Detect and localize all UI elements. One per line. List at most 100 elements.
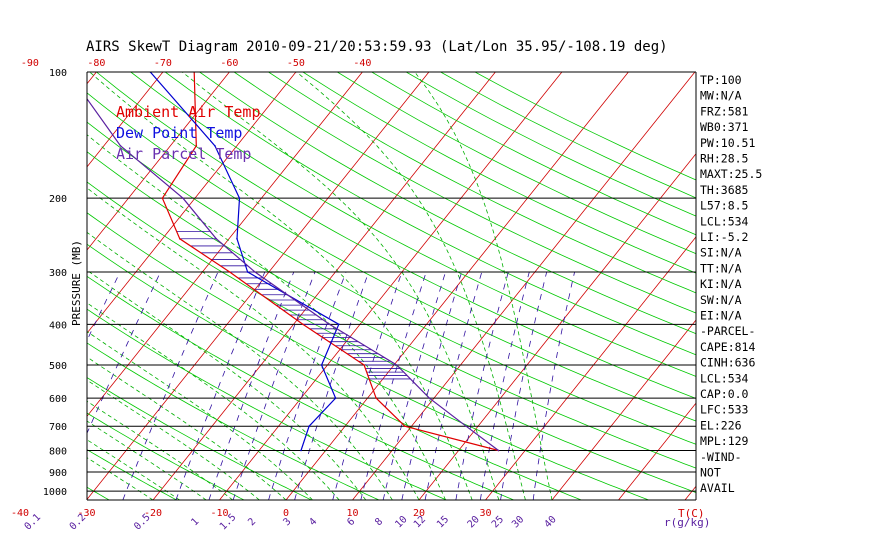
index-entry: PW:10.51 (700, 136, 755, 150)
dry-adiabat-line (87, 212, 649, 500)
isotherm-line (87, 72, 297, 334)
parcel-temp-point (215, 238, 218, 240)
isotherm-line (485, 236, 696, 500)
isotherm-line (87, 72, 230, 251)
parcel-temp-point (67, 71, 69, 73)
index-entry: NOT (700, 466, 721, 480)
dry-adiabat-line (406, 72, 696, 217)
mixing-ratio-line (87, 271, 161, 435)
dry-adiabat-line (371, 72, 696, 236)
parcel-temp-line (87, 97, 499, 451)
parcel-temp-point (428, 397, 431, 399)
legend-dewpoint: Dew Point Temp (116, 124, 242, 142)
moist-adiabat-line (89, 72, 473, 500)
mixing-ratio-line (232, 271, 316, 500)
isotherm-line (0, 72, 30, 500)
dry-adiabat-line (302, 72, 696, 274)
dry-adiabat-line (440, 72, 696, 199)
dewpoint-temp-point (338, 323, 340, 326)
moist-adiabat-line (87, 379, 260, 500)
pressure-tick-label: 1000 (43, 487, 67, 498)
index-entry: LCL:534 (700, 371, 749, 385)
ambient-temp-point (179, 238, 181, 240)
top-temp-tick-label: -90 (21, 58, 39, 69)
mixing-ratio-line (424, 271, 483, 500)
dewpoint-temp-point (214, 145, 216, 147)
index-entry: -PARCEL- (700, 324, 755, 338)
dry-adiabat-line (87, 275, 514, 500)
mixing-ratio-line (479, 271, 530, 500)
top-temp-tick-label: -70 (154, 58, 172, 69)
dry-adiabat-line (337, 72, 696, 255)
dewpoint-temp-point (246, 271, 249, 273)
ambient-temp-point (195, 145, 198, 147)
y-axis-label: PRESSURE (MB) (70, 240, 83, 326)
index-entry: LI:-5.2 (700, 230, 748, 244)
dewpoint-temp-point (236, 238, 238, 240)
top-temp-tick-label: -40 (353, 58, 371, 69)
mixing-axis-unit: r(g/kg) (664, 516, 710, 529)
temp-tick-label: 30 (479, 508, 491, 519)
index-entry: CINH:636 (700, 356, 755, 370)
isotherm-line (87, 72, 363, 417)
index-entry: CAP:0.0 (700, 387, 749, 401)
mixing-ratio-tick-label: 15 (435, 514, 451, 530)
mixing-ratio-line (360, 271, 427, 500)
temp-tick-label: -20 (144, 508, 162, 519)
chart-labels: AIRS SkewT Diagram 2010-09-21/20:53:59.9… (70, 39, 710, 529)
chart-series (67, 71, 500, 452)
isotherm-line (87, 72, 164, 168)
index-entry: -WIND- (700, 450, 742, 464)
mixing-ratio-tick-label: 30 (510, 514, 526, 530)
index-entry: MPL:129 (700, 434, 749, 448)
mixing-ratio-tick-label: 10 (393, 514, 409, 530)
index-entry: FRZ:581 (700, 104, 749, 118)
isotherm-line (152, 72, 496, 500)
chart-title: AIRS SkewT Diagram 2010-09-21/20:53:59.9… (86, 39, 668, 55)
index-entry: RH:28.5 (700, 152, 748, 166)
mixing-ratio-tick-label: 4 (307, 516, 319, 528)
dry-adiabat-line (268, 72, 696, 294)
mixing-ratio-line (401, 271, 463, 500)
isotherm-line (418, 153, 696, 500)
isotherm-line (87, 72, 430, 500)
mixing-ratio-line (208, 271, 295, 500)
dry-adiabat-line (0, 72, 42, 500)
index-entry: SI:N/A (700, 246, 742, 260)
dry-adiabat-line (87, 92, 696, 422)
ambient-temp-point (228, 271, 231, 273)
mixing-ratio-line (332, 271, 403, 500)
dry-adiabat-line (87, 486, 110, 500)
dry-adiabat-line (199, 72, 696, 335)
mixing-ratio-line (532, 271, 575, 500)
mixing-ratio-tick-label: 2 (246, 516, 258, 528)
index-entry: KI:N/A (700, 277, 742, 291)
legend-ambient: Ambient Air Temp (116, 103, 261, 121)
moist-adiabat-line (87, 134, 446, 500)
pressure-tick-label: 800 (49, 447, 67, 458)
mixing-ratio-line (175, 271, 266, 500)
index-entry: LFC:533 (700, 403, 749, 417)
parcel-temp-point (119, 145, 122, 147)
temp-tick-label: 20 (413, 508, 425, 519)
moist-adiabat-line (87, 420, 207, 500)
moist-adiabat-line (87, 231, 393, 500)
dewpoint-temp-point (320, 364, 323, 366)
ambient-temp-point (404, 425, 406, 428)
index-entry: MAXT:25.5 (700, 167, 762, 181)
index-entry: TT:N/A (700, 261, 742, 275)
index-entry: EI:N/A (700, 309, 742, 323)
pressure-tick-label: 700 (49, 422, 67, 433)
dry-adiabat-line (87, 412, 245, 500)
moist-adiabat-line (181, 72, 500, 500)
dry-adiabat-line (164, 72, 696, 356)
isotherm-line (618, 402, 696, 500)
temp-tick-label: -10 (210, 508, 228, 519)
top-temp-tick-label: -60 (220, 58, 238, 69)
moist-adiabat-line (87, 400, 234, 500)
axis-ticks: 1002003004005006007008009001000-50-40-30… (11, 58, 559, 533)
parcel-temp-point (328, 323, 331, 326)
chart-grid (0, 72, 696, 500)
dry-adiabat-line (87, 308, 447, 500)
dry-adiabat-line (96, 72, 696, 399)
